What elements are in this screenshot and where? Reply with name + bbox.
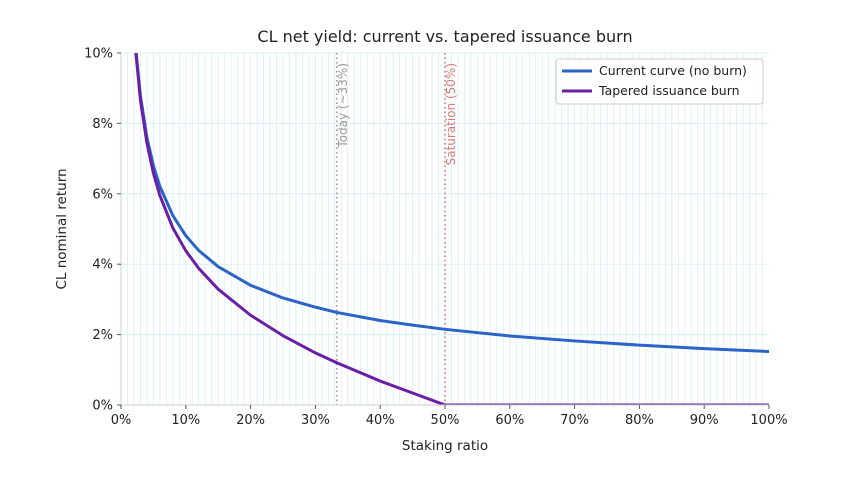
- series-line-0: [134, 53, 769, 353]
- x-axis-label: Staking ratio: [402, 438, 488, 454]
- chart-title: CL net yield: current vs. tapered issuan…: [257, 27, 632, 46]
- reference-lines: Today (~33%) Saturation (50%): [336, 53, 458, 405]
- x-tick-label: 90%: [690, 413, 719, 428]
- legend-box: [555, 58, 764, 105]
- legend-label-current: Current curve (no burn): [599, 63, 747, 78]
- y-tick-label: 8%: [92, 117, 113, 132]
- y-tick-label: 10%: [84, 47, 113, 62]
- x-tick-label: 50%: [431, 413, 460, 428]
- x-tick-label: 40%: [366, 413, 395, 428]
- x-tick-label: 30%: [301, 413, 330, 428]
- tick-labels: 0% 10% 20% 30% 40% 50% 60% 70% 80% 90% 100% 0% 2% 4% 6…: [84, 47, 787, 429]
- y-tick-label: 6%: [92, 187, 113, 202]
- legend: Current curve (no burn) Tapered issuance…: [555, 58, 764, 105]
- x-tick-label: 10%: [171, 413, 200, 428]
- y-tick-label: 0%: [92, 399, 113, 414]
- grid: [121, 52, 769, 406]
- y-tick-label: 4%: [92, 258, 113, 273]
- x-tick-label: 100%: [750, 413, 787, 428]
- series-line-1: [134, 53, 769, 405]
- y-tick-label: 2%: [92, 328, 113, 343]
- reference-line-label-1: Saturation (50%): [444, 63, 458, 165]
- legend-label-tapered: Tapered issuance burn: [598, 83, 740, 98]
- x-tick-label: 20%: [236, 413, 265, 428]
- x-tick-label: 0%: [111, 413, 132, 428]
- x-tick-label: 70%: [560, 413, 589, 428]
- reference-line-label-0: Today (~33%): [336, 63, 350, 149]
- x-tick-label: 80%: [625, 413, 654, 428]
- x-tick-label: 60%: [495, 413, 524, 428]
- y-axis-label: CL nominal return: [54, 168, 70, 289]
- series-lines: [134, 53, 769, 405]
